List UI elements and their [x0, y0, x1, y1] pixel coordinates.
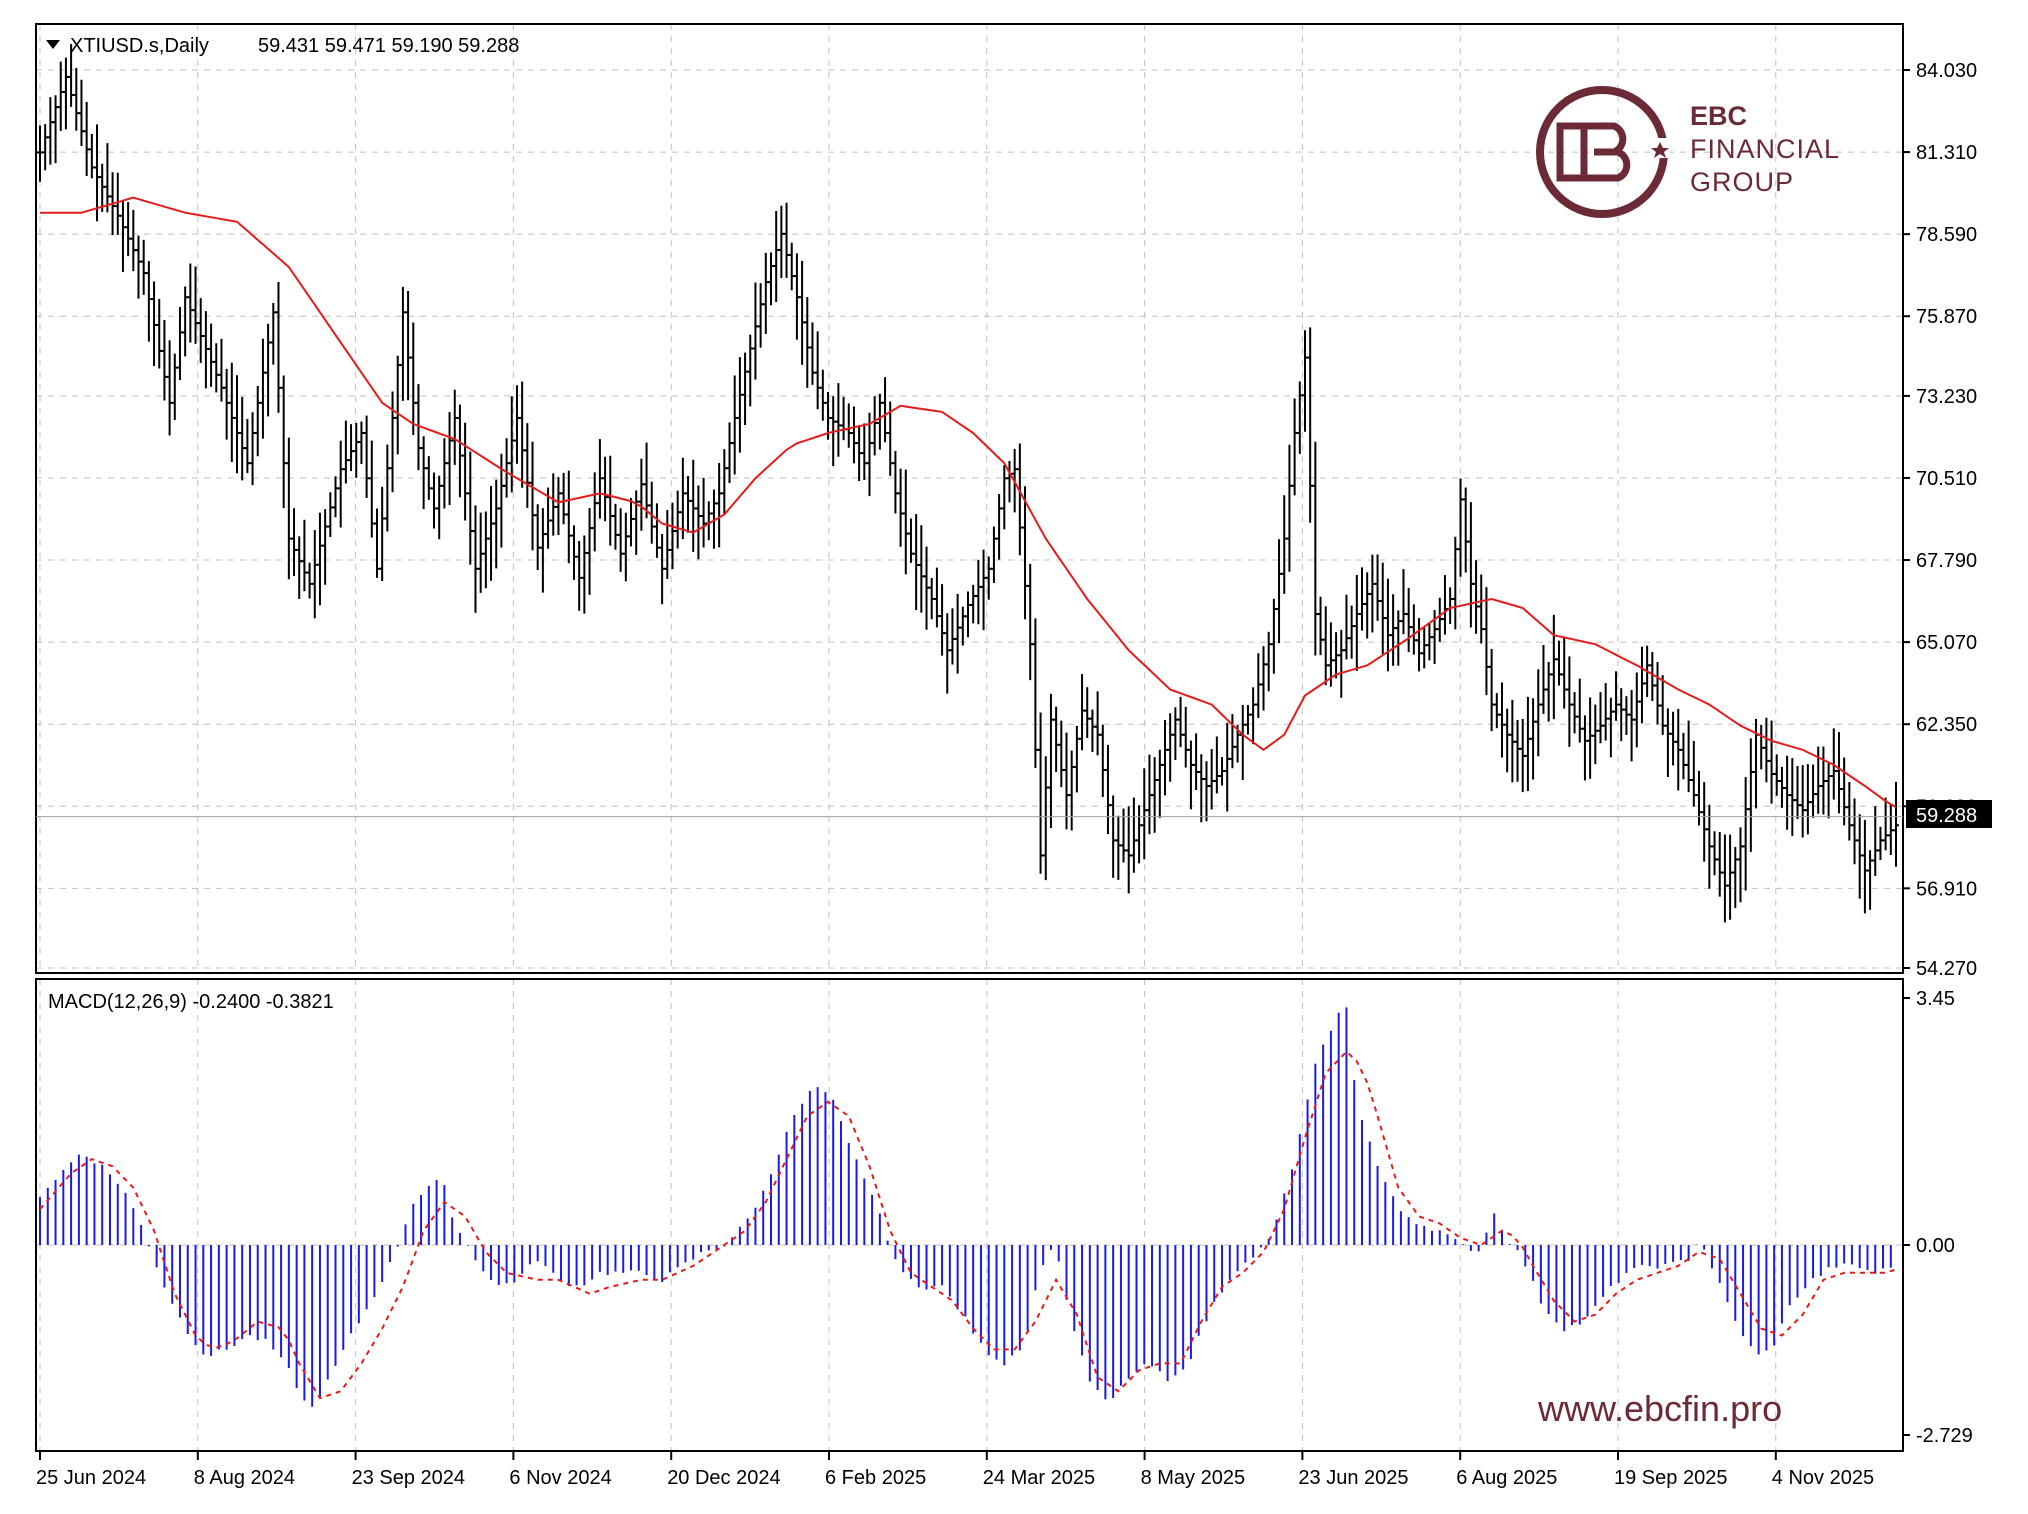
current-price-tag: [1906, 800, 1992, 828]
price-tick-label: 70.510: [1916, 468, 1977, 490]
price-tick-label: 56.910: [1916, 878, 1977, 900]
date-axis: 25 Jun 2024 8 Aug 2024 23 Sep 2024 6 Nov 20…: [36, 1451, 1874, 1489]
price-axis: 84.030 81.310 78.590 75.870 73.230 70.510 67.7…: [1903, 60, 1977, 980]
date-tick-label: 8 Aug 2024: [194, 1467, 295, 1489]
date-tick-label: 6 Nov 2024: [509, 1467, 611, 1489]
date-tick-label: 6 Aug 2025: [1456, 1467, 1557, 1489]
macd-label: MACD(12,26,9) -0.2400 -0.3821: [48, 991, 334, 1013]
symbol-label: XTIUSD.s,Daily: [70, 35, 209, 57]
price-tick-label: 84.030: [1916, 60, 1977, 82]
ebc-emblem-icon: [1536, 86, 1670, 218]
date-tick-label: 6 Feb 2025: [825, 1467, 926, 1489]
ohlc-values: 59.431 59.471 59.190 59.288: [258, 35, 519, 57]
macd-tick-label: 0.00: [1916, 1235, 1955, 1257]
price-tick-label: 78.590: [1916, 224, 1977, 246]
price-tick-label: 73.230: [1916, 386, 1977, 408]
brand-logo: EBC FINANCIAL GROUP: [1530, 80, 1870, 230]
brand-line-2: FINANCIAL: [1690, 134, 1841, 164]
price-bars: [37, 44, 1899, 923]
price-tick-label: 81.310: [1916, 142, 1977, 164]
macd-histogram: [39, 1007, 1892, 1407]
price-tick-label: 65.070: [1916, 632, 1977, 654]
macd-panel-frame: [35, 978, 1904, 1452]
macd-signal-line: [39, 1050, 1897, 1400]
date-tick-label: 19 Sep 2025: [1614, 1467, 1727, 1489]
price-tick-label: 75.870: [1916, 306, 1977, 328]
date-tick-label: 20 Dec 2024: [667, 1467, 780, 1489]
price-panel-frame: [35, 23, 1904, 974]
date-tick-label: 23 Jun 2025: [1298, 1467, 1408, 1489]
date-tick-label: 25 Jun 2024: [36, 1467, 146, 1489]
macd-tick-label: 3.45: [1916, 988, 1955, 1010]
current-price-value: 59.288: [1916, 805, 1977, 827]
website-link[interactable]: www.ebcfin.pro: [1538, 1388, 1783, 1429]
date-tick-label: 23 Sep 2024: [352, 1467, 465, 1489]
date-tick-label: 24 Mar 2025: [983, 1467, 1095, 1489]
price-tick-label: 62.350: [1916, 714, 1977, 736]
macd-tick-label: -2.729: [1916, 1425, 1973, 1447]
date-tick-label: 4 Nov 2025: [1772, 1467, 1874, 1489]
price-tick-label: 67.790: [1916, 550, 1977, 572]
price-tick-label: 54.270: [1916, 958, 1977, 980]
collapse-triangle-icon[interactable]: [46, 40, 60, 49]
grid: [36, 24, 1903, 1451]
macd-axis: 3.45 0.00 -2.729: [1903, 988, 1973, 1447]
date-tick-label: 8 May 2025: [1141, 1467, 1246, 1489]
brand-line-3: GROUP: [1690, 167, 1795, 197]
brand-line-1: EBC: [1690, 101, 1748, 131]
moving-average-line: [40, 196, 1897, 809]
